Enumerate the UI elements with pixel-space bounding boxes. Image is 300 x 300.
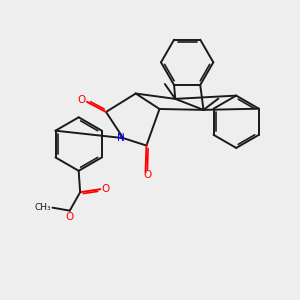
Text: O: O	[102, 184, 110, 194]
Text: O: O	[66, 212, 74, 222]
Text: O: O	[77, 95, 86, 105]
Text: O: O	[143, 170, 151, 180]
Text: N: N	[117, 133, 125, 143]
Text: CH₃: CH₃	[35, 203, 51, 212]
